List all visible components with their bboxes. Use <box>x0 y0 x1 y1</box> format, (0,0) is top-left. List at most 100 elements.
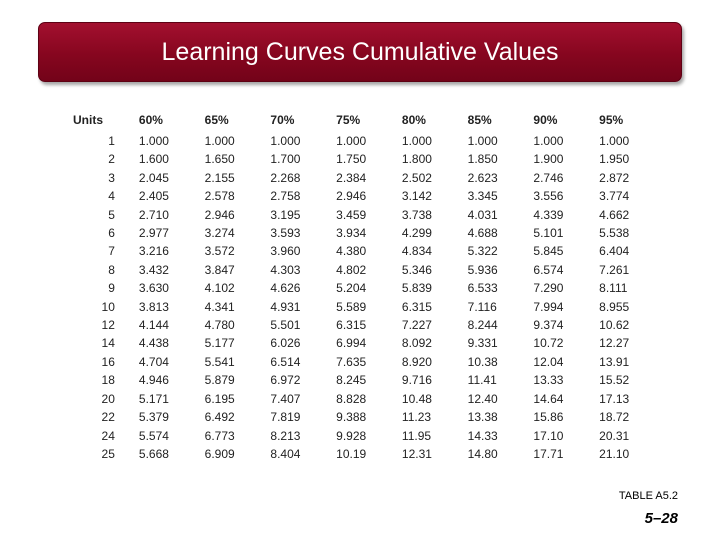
column-header-units: Units <box>73 113 103 127</box>
value-cell: 2.977 <box>138 226 169 241</box>
table-row: 1 1.000 1.000 1.000 1.000 1.000 1.000 1.000 1.00… <box>60 132 665 150</box>
value-cell: 3.934 <box>336 226 367 241</box>
value-cell: 4.303 <box>270 262 301 277</box>
table-row: 3 2.045 2.155 2.268 2.384 2.502 2.623 2.746 2.87… <box>60 169 665 187</box>
units-cell: 7 <box>108 244 115 259</box>
value-cell: 5.379 <box>138 410 169 425</box>
value-cell: 14.33 <box>467 428 498 443</box>
value-cell: 5.668 <box>138 446 169 461</box>
value-cell: 17.10 <box>533 428 564 443</box>
value-cell: 5.346 <box>401 262 432 277</box>
value-cell: 4.802 <box>336 262 367 277</box>
table-row: 5 2.710 2.946 3.195 3.459 3.738 4.031 4.339 4.66… <box>60 206 665 224</box>
value-cell: 3.195 <box>270 207 301 222</box>
value-cell: 4.662 <box>599 207 630 222</box>
value-cell: 3.630 <box>138 281 169 296</box>
value-cell: 4.031 <box>467 207 498 222</box>
table-row: 25 5.668 6.909 8.404 10.19 12.31 14.80 17.71 21.… <box>60 445 665 463</box>
value-cell: 12.31 <box>401 446 432 461</box>
value-cell: 1.000 <box>467 134 498 148</box>
table-row: 8 3.432 3.847 4.303 4.802 5.346 5.936 6.574 7.26… <box>60 261 665 279</box>
value-cell: 2.710 <box>138 207 169 222</box>
value-cell: 2.578 <box>204 189 235 204</box>
value-cell: 15.86 <box>533 410 564 425</box>
value-cell: 6.773 <box>204 428 235 443</box>
value-cell: 10.48 <box>401 391 432 406</box>
units-cell: 20 <box>101 391 115 406</box>
value-cell: 9.331 <box>467 336 498 351</box>
learning-curve-table-container: Units 60% 65% 70% 75% 80% 85% 90% 95% 1 1.000 1.00… <box>60 108 665 463</box>
value-cell: 6.994 <box>336 336 367 351</box>
value-cell: 3.432 <box>138 262 169 277</box>
value-cell: 5.589 <box>336 299 367 314</box>
units-cell: 5 <box>108 207 115 222</box>
table-row: 7 3.216 3.572 3.960 4.380 4.834 5.322 5.845 6.40… <box>60 242 665 260</box>
table-row: 4 2.405 2.578 2.758 2.946 3.142 3.345 3.556 3.77… <box>60 187 665 205</box>
value-cell: 14.80 <box>467 446 498 461</box>
value-cell: 4.704 <box>138 354 169 369</box>
value-cell: 7.227 <box>401 318 432 333</box>
value-cell: 4.299 <box>401 226 432 241</box>
units-cell: 25 <box>101 446 115 461</box>
value-cell: 4.102 <box>204 281 235 296</box>
value-cell: 4.834 <box>401 244 432 259</box>
value-cell: 4.626 <box>270 281 301 296</box>
value-cell: 12.04 <box>533 354 564 369</box>
value-cell: 2.623 <box>467 170 498 185</box>
value-cell: 7.407 <box>270 391 301 406</box>
table-row: 10 3.813 4.341 4.931 5.589 6.315 7.116 7.994 8.9… <box>60 298 665 316</box>
value-cell: 6.195 <box>204 391 235 406</box>
value-cell: 9.928 <box>336 428 367 443</box>
value-cell: 3.774 <box>599 189 630 204</box>
value-cell: 5.101 <box>533 226 564 241</box>
value-cell: 2.384 <box>336 170 367 185</box>
column-header-rate: 85% <box>467 113 492 127</box>
value-cell: 5.879 <box>204 373 235 388</box>
units-cell: 1 <box>108 134 115 148</box>
value-cell: 5.538 <box>599 226 630 241</box>
value-cell: 8.092 <box>401 336 432 351</box>
table-label: TABLE A5.2 <box>618 490 678 502</box>
value-cell: 10.19 <box>336 446 367 461</box>
value-cell: 5.171 <box>138 391 169 406</box>
value-cell: 8.244 <box>467 318 498 333</box>
value-cell: 6.492 <box>204 410 235 425</box>
learning-curve-table: Units 60% 65% 70% 75% 80% 85% 90% 95% 1 1.000 1.00… <box>60 108 665 463</box>
value-cell: 3.847 <box>204 262 235 277</box>
value-cell: 3.572 <box>204 244 235 259</box>
units-cell: 9 <box>108 281 115 296</box>
value-cell: 1.000 <box>599 134 630 148</box>
value-cell: 1.800 <box>401 152 432 167</box>
value-cell: 1.700 <box>270 152 301 167</box>
value-cell: 7.635 <box>336 354 367 369</box>
value-cell: 1.650 <box>204 152 235 167</box>
table-row: 6 2.977 3.274 3.593 3.934 4.299 4.688 5.101 5.53… <box>60 224 665 242</box>
value-cell: 2.405 <box>138 189 169 204</box>
value-cell: 9.716 <box>401 373 432 388</box>
value-cell: 8.245 <box>336 373 367 388</box>
value-cell: 1.900 <box>533 152 564 167</box>
column-header-rate: 95% <box>599 113 624 127</box>
value-cell: 5.177 <box>204 336 235 351</box>
value-cell: 6.972 <box>270 373 301 388</box>
value-cell: 3.345 <box>467 189 498 204</box>
value-cell: 1.850 <box>467 152 498 167</box>
table-row: 9 3.630 4.102 4.626 5.204 5.839 6.533 7.290 8.11… <box>60 279 665 297</box>
value-cell: 6.514 <box>270 354 301 369</box>
table-row: 12 4.144 4.780 5.501 6.315 7.227 8.244 9.374 10.… <box>60 316 665 334</box>
value-cell: 11.41 <box>467 373 497 388</box>
value-cell: 1.600 <box>138 152 169 167</box>
value-cell: 5.936 <box>467 262 498 277</box>
units-cell: 16 <box>101 354 115 369</box>
value-cell: 5.541 <box>204 354 235 369</box>
value-cell: 1.000 <box>533 134 564 148</box>
title-bar: Learning Curves Cumulative Values <box>38 22 682 82</box>
value-cell: 8.213 <box>270 428 301 443</box>
value-cell: 3.274 <box>204 226 235 241</box>
value-cell: 4.380 <box>336 244 367 259</box>
table-row: 22 5.379 6.492 7.819 9.388 11.23 13.38 15.86 18.… <box>60 408 665 426</box>
value-cell: 3.142 <box>401 189 432 204</box>
value-cell: 7.819 <box>270 410 301 425</box>
value-cell: 2.746 <box>533 170 564 185</box>
column-header-rate: 90% <box>533 113 558 127</box>
